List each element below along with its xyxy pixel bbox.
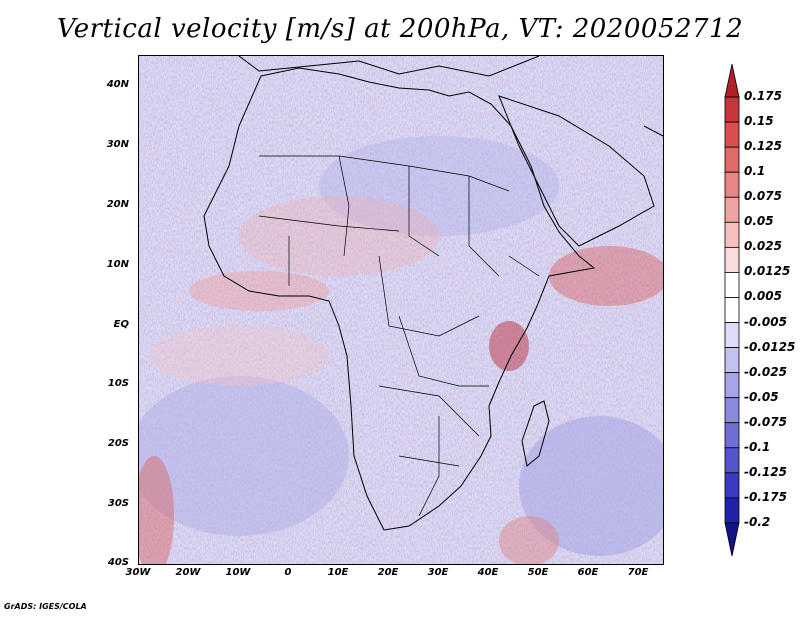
colorbar-tick-label: 0.025 [744, 239, 782, 254]
europe-coastline [238, 56, 540, 77]
colorbar-tick-label: -0.025 [744, 364, 787, 379]
colorbar-tick-label: 0.005 [744, 289, 782, 304]
grads-credit: GrADS: IGES/COLA [4, 602, 87, 611]
colorbar-tick-label: 0.175 [744, 89, 782, 104]
colorbar-segment [724, 221, 740, 248]
lon-label-20w: 20W [175, 567, 201, 578]
coastlines [203, 56, 663, 531]
lat-label-40n: 40N [106, 79, 129, 90]
colorbar-segment [724, 196, 740, 223]
colorbar-segment [724, 497, 740, 524]
lat-label-20n: 20N [106, 199, 129, 210]
colorbar-tick-label: -0.175 [744, 489, 787, 504]
field-red-region [139, 456, 174, 564]
map-field-svg [139, 56, 663, 564]
africa-coastline [203, 67, 596, 531]
lat-label-20s: 20S [107, 438, 129, 449]
lon-label-30w: 30W [125, 567, 151, 578]
lon-label-20e: 20E [377, 567, 399, 578]
colorbar-segment [724, 171, 740, 198]
lat-label-eq: EQ [113, 319, 129, 330]
field-red-region [499, 516, 559, 564]
field-red-region [189, 271, 329, 311]
vertical-velocity-map [138, 55, 664, 565]
lat-label-30s: 30S [107, 498, 129, 509]
lon-label-10w: 10W [225, 567, 251, 578]
lat-label-30n: 30N [106, 139, 129, 150]
field-blue-region [319, 136, 559, 236]
india-coastline [643, 125, 663, 137]
lat-label-10n: 10N [106, 259, 129, 270]
colorbar-segment [724, 297, 740, 323]
lat-label-40s: 40S [107, 557, 129, 568]
colorbar-tick-label: 0.075 [744, 189, 782, 204]
colorbar-tick-label: -0.0125 [744, 339, 796, 354]
madagascar-coastline [521, 400, 550, 467]
colorbar-segment [724, 472, 740, 499]
colorbar-segment [724, 272, 740, 298]
lon-label-40e: 40E [477, 567, 499, 578]
field-red-region [149, 326, 329, 386]
colorbar-tick-label: 0.15 [744, 114, 774, 129]
colorbar-segment [724, 96, 740, 123]
lon-label-70e: 70E [627, 567, 649, 578]
colorbar-segment [724, 522, 740, 557]
colorbar-tick-label: 0.125 [744, 139, 782, 154]
country-borders [258, 155, 540, 517]
colorbar-segment [724, 422, 740, 449]
colorbar-tick-label: 0.05 [744, 214, 774, 229]
lon-label-10e: 10E [327, 567, 349, 578]
colorbar-tick-label: -0.075 [744, 414, 787, 429]
colorbar-segment [724, 246, 740, 273]
field-red-region [489, 321, 529, 371]
colorbar-tick-label: -0.005 [744, 314, 787, 329]
colorbar-segment [724, 347, 740, 374]
colorbar-segment [724, 121, 740, 148]
colorbar-segment [724, 322, 740, 348]
colorbar-segment [724, 397, 740, 424]
colorbar-tick-label: -0.05 [744, 389, 779, 404]
colorbar-tick-label: 0.1 [744, 164, 766, 179]
colorbar-segment [724, 372, 740, 399]
colorbar: 0.175 0.15 0.125 0.1 0.075 0.05 0.025 0.0125 0.0… [720, 60, 800, 560]
lon-label-0: 0 [284, 567, 292, 578]
colorbar-tick-label: -0.1 [744, 439, 771, 454]
field-red-region [549, 246, 663, 306]
lon-label-50e: 50E [527, 567, 549, 578]
colorbar-tick-label: 0.0125 [744, 264, 791, 279]
field-blue-region [519, 416, 663, 556]
arabia-coastline [498, 95, 655, 247]
colorbar-tick-label: -0.2 [744, 514, 771, 529]
lon-label-60e: 60E [577, 567, 599, 578]
colorbar-segment [724, 447, 740, 474]
field-blue-region [139, 376, 349, 536]
lat-label-10s: 10S [107, 378, 129, 389]
colorbar-segment [724, 146, 740, 173]
colorbar-svg [724, 63, 740, 557]
lon-label-30e: 30E [427, 567, 449, 578]
colorbar-segment [724, 63, 740, 98]
map-title: Vertical velocity [m/s] at 200hPa, VT: 2… [56, 14, 744, 44]
colorbar-tick-label: -0.125 [744, 464, 787, 479]
